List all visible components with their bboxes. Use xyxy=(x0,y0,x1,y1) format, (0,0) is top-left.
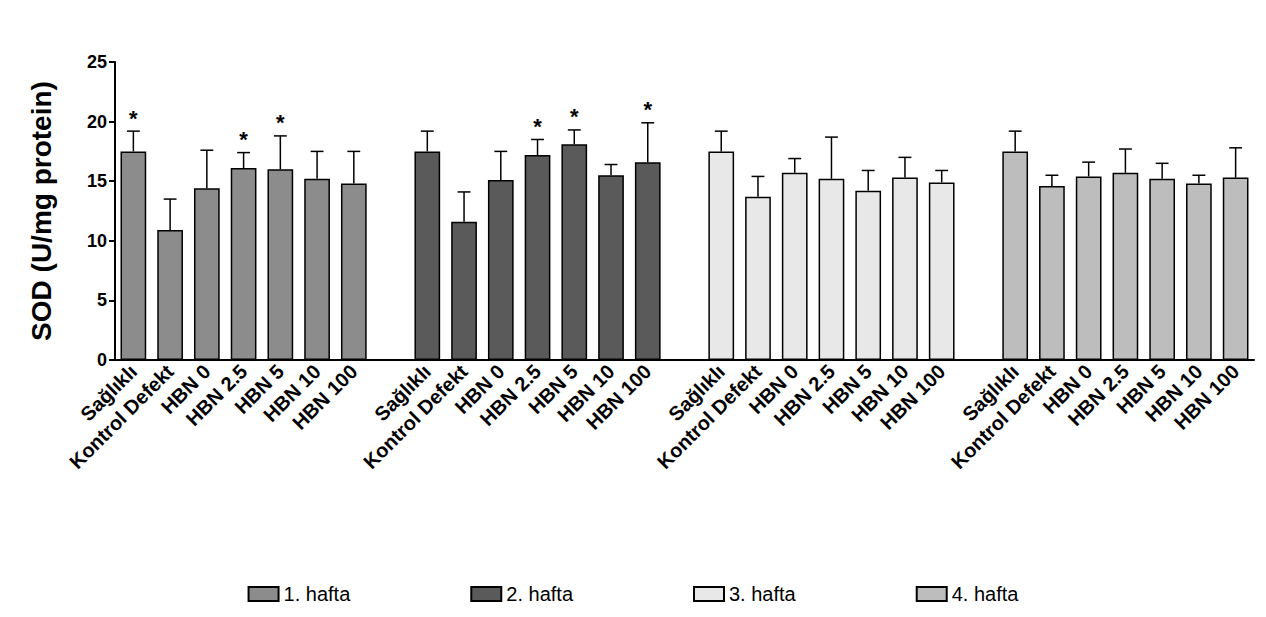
svg-text:HBN 0: HBN 0 xyxy=(450,360,509,419)
svg-text:HBN 100: HBN 100 xyxy=(876,360,950,434)
svg-text:*: * xyxy=(570,104,579,129)
svg-text:Sağlıklı: Sağlıklı xyxy=(957,360,1023,426)
svg-text:25: 25 xyxy=(87,52,107,72)
svg-text:20: 20 xyxy=(87,112,107,132)
svg-text:HBN 0: HBN 0 xyxy=(744,360,803,419)
svg-text:*: * xyxy=(129,106,138,131)
svg-text:HBN 2.5: HBN 2.5 xyxy=(769,360,840,430)
svg-text:Kontrol Defekt: Kontrol Defekt xyxy=(359,360,472,473)
svg-text:0: 0 xyxy=(97,350,107,370)
svg-text:SOD (U/mg protein): SOD (U/mg protein) xyxy=(26,81,57,341)
svg-text:Sağlıklı: Sağlıklı xyxy=(76,360,142,426)
svg-text:Sağlıklı: Sağlıklı xyxy=(664,360,729,426)
svg-text:*: * xyxy=(533,114,542,139)
svg-text:HBN 0: HBN 0 xyxy=(1038,360,1097,419)
svg-text:HBN 5: HBN 5 xyxy=(818,360,876,419)
svg-text:15: 15 xyxy=(87,171,107,191)
svg-text:HBN 2.5: HBN 2.5 xyxy=(475,360,546,430)
svg-text:*: * xyxy=(239,127,248,152)
svg-text:HBN 5: HBN 5 xyxy=(230,360,289,419)
svg-text:HBN 100: HBN 100 xyxy=(288,360,362,434)
svg-text:2. hafta: 2. hafta xyxy=(506,583,574,605)
svg-text:*: * xyxy=(276,110,285,135)
svg-text:Kontrol Defekt: Kontrol Defekt xyxy=(947,360,1060,473)
svg-text:10: 10 xyxy=(87,231,107,251)
svg-text:HBN 100: HBN 100 xyxy=(1170,360,1244,434)
svg-text:HBN 0: HBN 0 xyxy=(156,360,215,419)
svg-text:HBN 5: HBN 5 xyxy=(524,360,583,419)
svg-text:HBN 100: HBN 100 xyxy=(582,360,656,434)
svg-text:HBN 2.5: HBN 2.5 xyxy=(1063,360,1134,430)
svg-text:*: * xyxy=(643,97,652,122)
svg-text:Sağlıklı: Sağlıklı xyxy=(370,360,436,426)
svg-text:4. hafta: 4. hafta xyxy=(952,583,1020,605)
svg-text:5: 5 xyxy=(97,290,107,310)
svg-text:Kontrol Defekt: Kontrol Defekt xyxy=(65,360,178,473)
svg-text:HBN 2.5: HBN 2.5 xyxy=(181,360,252,430)
svg-text:3. hafta: 3. hafta xyxy=(729,583,797,605)
svg-text:Kontrol Defekt: Kontrol Defekt xyxy=(653,360,766,473)
svg-text:HBN 5: HBN 5 xyxy=(1112,360,1170,419)
svg-text:1. hafta: 1. hafta xyxy=(284,583,352,605)
